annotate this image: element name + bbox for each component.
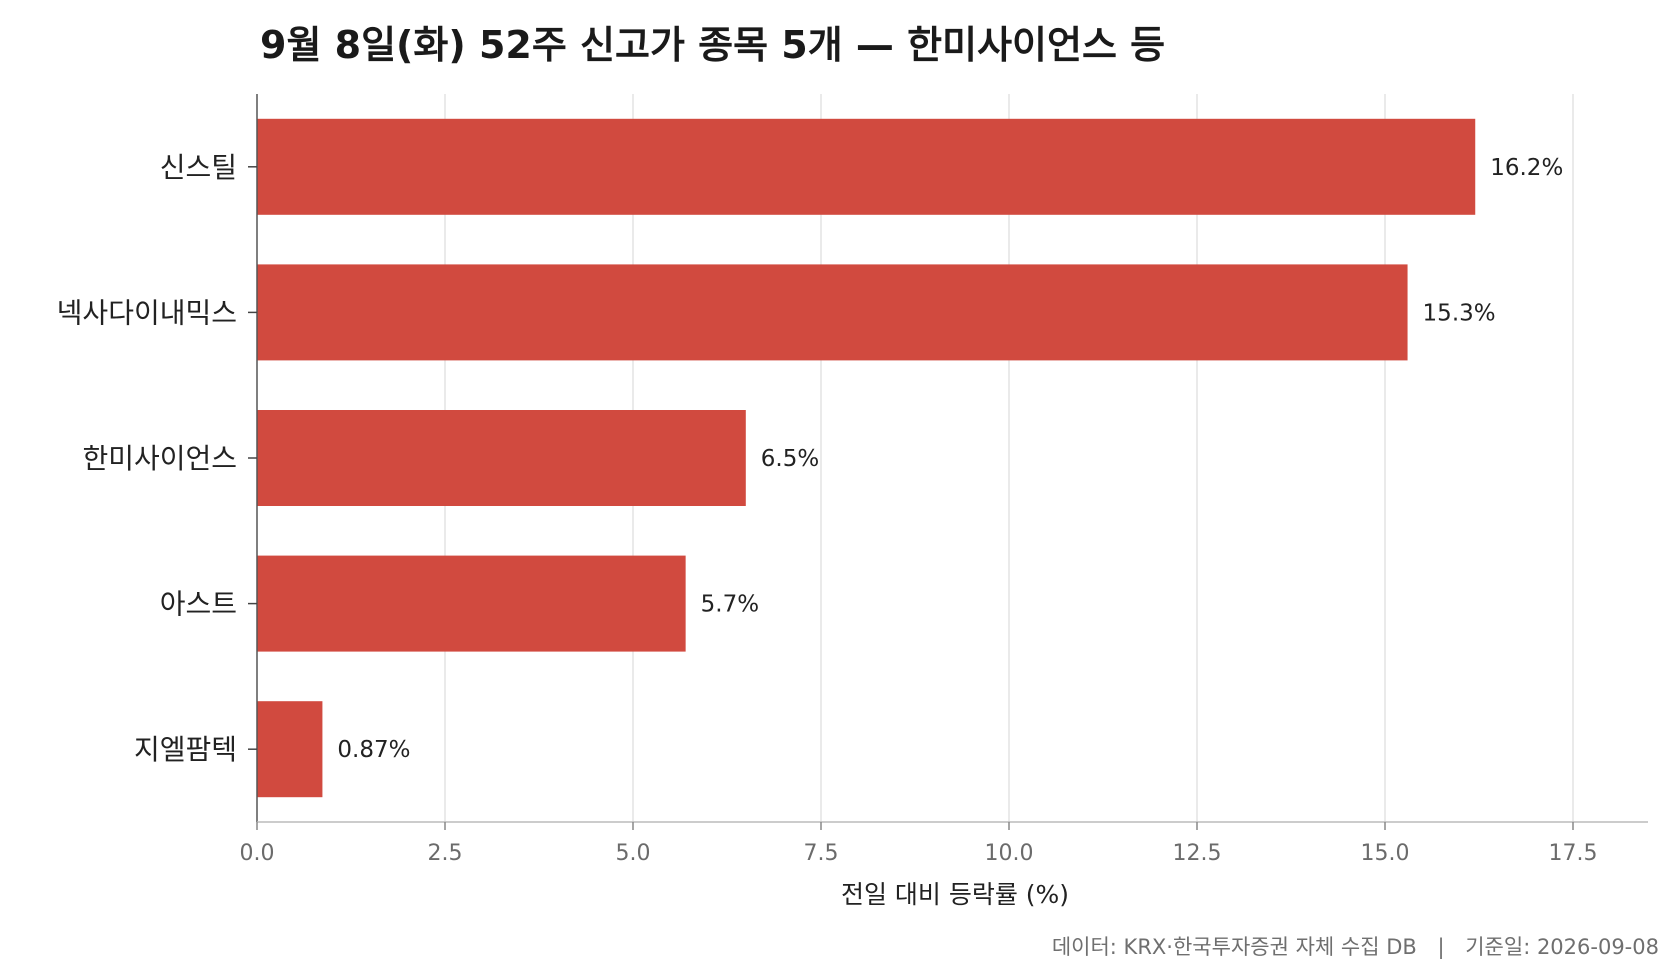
x-tick-label: 5.0 <box>616 841 651 866</box>
bar <box>257 410 746 506</box>
bar <box>257 118 1476 215</box>
y-tick-label: 아스트 <box>160 588 237 621</box>
x-axis-label: 전일 대비 등락률 (%) <box>841 880 1069 909</box>
data-label: 15.3% <box>1423 300 1496 326</box>
y-tick-label: 지엘팜텍 <box>134 733 237 766</box>
data-label: 0.87% <box>337 737 410 763</box>
x-axis-ticks: 0.0 2.5 5.0 7.5 10.0 12.5 15.0 17.5 <box>240 822 1598 866</box>
reference-date: 기준일: 2026-09-08 <box>1465 935 1659 959</box>
bars <box>257 118 1476 798</box>
x-tick-label: 2.5 <box>428 841 463 866</box>
x-tick-label: 12.5 <box>1173 841 1222 866</box>
bar <box>257 264 1408 361</box>
y-tick-label: 넥사다이내믹스 <box>57 296 237 329</box>
data-label: 6.5% <box>761 446 819 472</box>
source-note: 데이터: KRX·한국투자증권 자체 수집 DB <box>1051 935 1417 959</box>
x-tick-label: 7.5 <box>804 841 839 866</box>
x-tick-label: 15.0 <box>1361 841 1410 866</box>
footer-separator: | <box>1437 935 1445 959</box>
footer: 데이터: KRX·한국투자증권 자체 수집 DB | 기준일: 2026-09-… <box>1052 931 1659 961</box>
bar <box>257 701 323 798</box>
data-labels: 16.2% 15.3% 6.5% 5.7% 0.87% <box>337 155 1563 763</box>
chart-title: 9월 8일(화) 52주 신고가 종목 5개 — 한미사이언스 등 <box>260 23 1166 67</box>
x-tick-label: 17.5 <box>1549 841 1598 866</box>
data-label: 16.2% <box>1490 155 1563 181</box>
data-label: 5.7% <box>701 592 759 618</box>
y-tick-label: 한미사이언스 <box>82 442 237 475</box>
bar <box>257 555 686 652</box>
x-tick-label: 0.0 <box>240 841 275 866</box>
y-tick-label: 신스틸 <box>160 151 237 184</box>
x-tick-label: 10.0 <box>985 841 1034 866</box>
